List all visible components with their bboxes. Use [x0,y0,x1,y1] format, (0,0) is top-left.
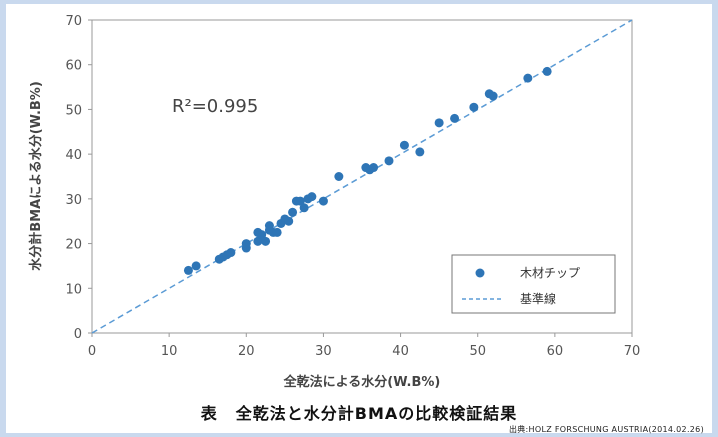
y-tick-label: 30 [65,193,82,208]
y-tick-label: 10 [65,282,82,297]
data-point [191,261,201,271]
data-point [284,216,294,226]
data-point [299,203,309,213]
caption-prefix: 表 [200,404,218,423]
caption-text: 全乾法と水分計BMAの比較検証結果 [235,404,518,423]
y-axis-label: 水分計BMAによる水分(W.B%) [28,81,44,271]
data-point [523,73,533,83]
source-note: 出典:HOLZ FORSCHUNG AUSTRIA(2014.02.26) [508,425,704,434]
x-axis-label: 全乾法による水分(W.B%) [283,374,441,390]
data-point [415,147,425,157]
y-tick-label: 0 [74,327,82,342]
r-squared-annotation: R²=0.995 [172,96,258,117]
data-points [183,66,552,275]
data-point [542,66,552,76]
legend-marker-chips [475,268,485,278]
data-point [264,221,274,231]
y-tick-label: 60 [65,59,82,74]
data-point [399,140,409,150]
x-axis-ticks: 0 10 20 30 40 50 60 70 [88,333,640,359]
x-tick-label: 0 [88,344,96,359]
data-point [369,163,379,173]
x-tick-label: 30 [315,344,332,359]
data-point [334,172,344,181]
y-tick-label: 70 [65,14,82,29]
y-tick-label: 50 [65,103,82,118]
data-point [257,230,267,240]
legend-box [451,254,616,314]
data-point [469,102,479,112]
table-caption: 表全乾法と水分計BMAの比較検証結果 [6,400,712,424]
x-tick-label: 70 [624,344,641,359]
figure-frame: 0 10 20 30 40 50 60 70 0 10 20 30 40 50 60 70 R²=0.995… [6,4,712,434]
x-tick-label: 50 [469,344,486,359]
data-point [295,196,305,206]
data-point [261,236,271,246]
data-point [183,265,193,275]
x-tick-label: 10 [161,344,178,359]
legend-label-reference: 基準線 [520,291,556,306]
data-point [272,227,282,237]
data-point [318,196,328,206]
legend: 木材チップ 基準線 [451,254,616,314]
y-tick-label: 20 [65,238,82,253]
y-axis-ticks: 0 10 20 30 40 50 60 70 [65,14,92,342]
reference-line [91,19,633,334]
y-tick-label: 40 [65,148,82,163]
data-point [241,239,251,249]
x-tick-label: 20 [238,344,255,359]
legend-label-chips: 木材チップ [520,266,580,280]
data-point [488,91,498,101]
data-point [288,207,298,217]
data-point [434,118,444,128]
data-point [384,156,394,166]
data-point [307,192,317,202]
x-tick-label: 60 [547,344,564,359]
x-tick-label: 40 [392,344,409,359]
data-point [450,113,460,123]
data-point [226,248,236,258]
scatter-chart: 0 10 20 30 40 50 60 70 0 10 20 30 40 50 60 70 R²=0.995… [28,14,640,390]
